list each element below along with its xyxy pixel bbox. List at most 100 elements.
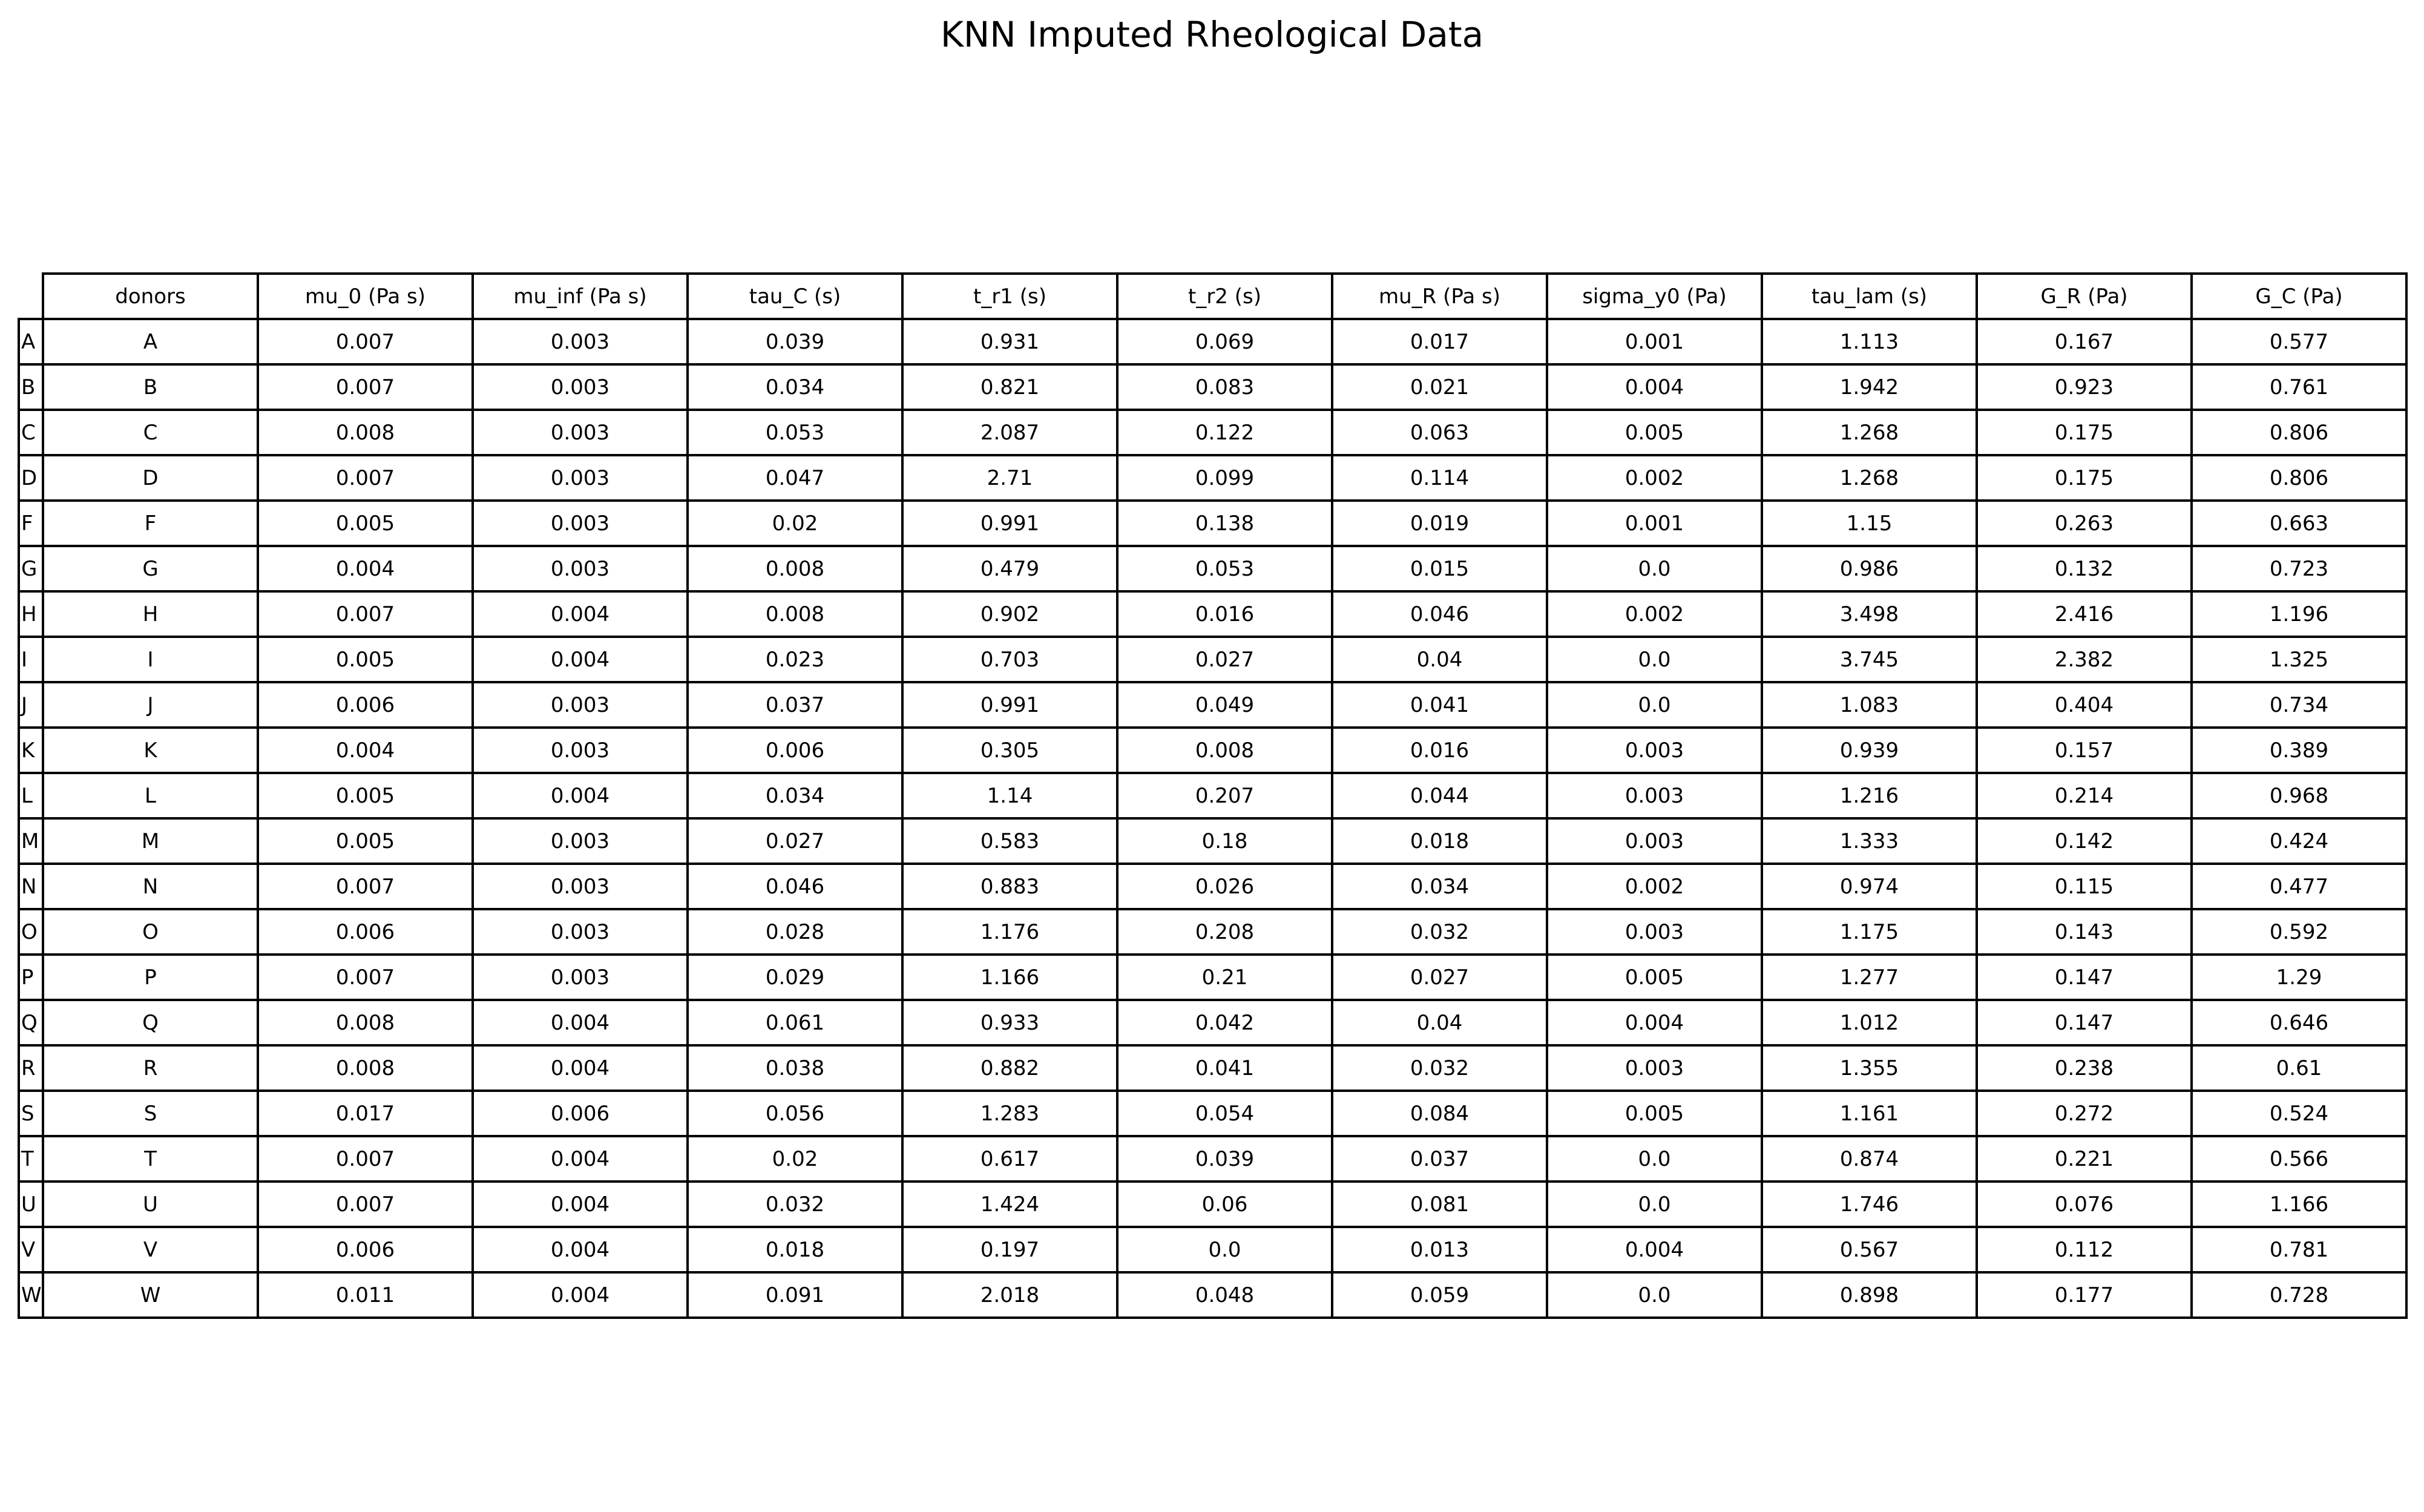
table-cell: 0.003 [471,499,689,547]
table-cell: 0.053 [686,409,904,456]
table-cell: 0.221 [1976,1135,2193,1183]
table-cell: 1.176 [901,908,1118,956]
table-cell: 0.028 [686,908,904,956]
table-cell: 0.002 [1546,454,1763,502]
table-cell: 0.115 [1976,863,2193,910]
table-cell: 0.099 [1116,454,1333,502]
table-row: C C 0.008 0.003 0.053 2.087 0.122 0.063 0.005 1.2… [18,409,2408,456]
table-cell: 0.821 [901,363,1118,411]
table-cell: 0.004 [471,1271,689,1319]
table-cell: 0.566 [2190,1135,2408,1183]
table-cell: 0.138 [1116,499,1333,547]
table-cell: V [42,1226,259,1274]
table-cell: 0.007 [257,318,474,366]
table-cell: 0.048 [1116,1271,1333,1319]
table-cell: 0.567 [1761,1226,1978,1274]
table-row: R R 0.008 0.004 0.038 0.882 0.041 0.032 0.003 1.3… [18,1044,2408,1092]
table-cell: 0.005 [1546,953,1763,1001]
table-cell: 1.355 [1761,1044,1978,1092]
table-cell: 0.003 [1546,908,1763,956]
table-cell: 0.056 [686,1090,904,1137]
table-cell: 0.806 [2190,454,2408,502]
row-label: G [18,545,44,593]
table-cell: I [42,636,259,683]
table-cell: M [42,817,259,865]
table-cell: 0.968 [2190,772,2408,820]
table-cell: 0.008 [686,545,904,593]
table-cell: 0.032 [686,1180,904,1228]
table-cell: 0.305 [901,726,1118,774]
table-cell: 1.333 [1761,817,1978,865]
table-cell: 0.122 [1116,409,1333,456]
table-cell: 0.004 [257,726,474,774]
table-cell: 0.991 [901,681,1118,729]
row-label: I [18,636,44,683]
table-row: M M 0.005 0.003 0.027 0.583 0.18 0.018 0.003 1.33… [18,817,2408,865]
table-row: D D 0.007 0.003 0.047 2.71 0.099 0.114 0.002 1.26… [18,454,2408,502]
table-cell: 0.0 [1546,1180,1763,1228]
table-cell: 0.007 [257,1180,474,1228]
table-cell: 0.007 [257,953,474,1001]
table-cell: 0.18 [1116,817,1333,865]
table-cell: 0.939 [1761,726,1978,774]
table-row: G G 0.004 0.003 0.008 0.479 0.053 0.015 0.0 0.986… [18,545,2408,593]
table-cell: 0.175 [1976,454,2193,502]
table-cell: 0.208 [1116,908,1333,956]
table-row: J J 0.006 0.003 0.037 0.991 0.049 0.041 0.0 1.083… [18,681,2408,729]
table-cell: 0.006 [257,908,474,956]
table-cell: 0.006 [471,1090,689,1137]
table-cell: 0.007 [257,363,474,411]
table-cell: 0.003 [471,409,689,456]
table-cell: 3.745 [1761,636,1978,683]
table-cell: G [42,545,259,593]
table-row: O O 0.006 0.003 0.028 1.176 0.208 0.032 0.003 1.1… [18,908,2408,956]
table-cell: 0.007 [257,454,474,502]
table-cell: 0.054 [1116,1090,1333,1137]
table-cell: 0.003 [471,817,689,865]
table-cell: 0.923 [1976,363,2193,411]
table-cell: 2.382 [1976,636,2193,683]
table-cell: 0.703 [901,636,1118,683]
table-cell: 0.477 [2190,863,2408,910]
table-cell: 0.902 [901,590,1118,638]
table-row: W W 0.011 0.004 0.091 2.018 0.048 0.059 0.0 0.898… [18,1271,2408,1319]
table-cell: 0.207 [1116,772,1333,820]
column-header: donors [42,272,259,320]
table-cell: 0.004 [1546,363,1763,411]
table-cell: J [42,681,259,729]
table-cell: 1.083 [1761,681,1978,729]
table-cell: 0.21 [1116,953,1333,1001]
table-cell: 0.034 [686,363,904,411]
table-cell: 1.216 [1761,772,1978,820]
table-cell: 0.039 [686,318,904,366]
table-cell: 0.933 [901,999,1118,1047]
table-row: N N 0.007 0.003 0.046 0.883 0.026 0.034 0.002 0.9… [18,863,2408,910]
table-cell: 0.015 [1331,545,1548,593]
table-cell: 0.931 [901,318,1118,366]
table-cell: 0.016 [1116,590,1333,638]
table-cell: 0.032 [1331,1044,1548,1092]
table-cell: 1.166 [2190,1180,2408,1228]
table-cell: 0.479 [901,545,1118,593]
table-cell: 0.041 [1116,1044,1333,1092]
table-cell: 0.06 [1116,1180,1333,1228]
data-table: donors mu_0 (Pa s) mu_inf (Pa s) tau_C (s) t… [18,272,2408,1319]
row-label: S [18,1090,44,1137]
table-cell: H [42,590,259,638]
table-cell: 0.006 [686,726,904,774]
table-cell: P [42,953,259,1001]
table-cell: 0.898 [1761,1271,1978,1319]
table-cell: 0.61 [2190,1044,2408,1092]
table-row: H H 0.007 0.004 0.008 0.902 0.016 0.046 0.002 3.4… [18,590,2408,638]
table-cell: 1.166 [901,953,1118,1001]
table-cell: 1.15 [1761,499,1978,547]
row-label: W [18,1271,44,1319]
table-cell: 0.404 [1976,681,2193,729]
table-cell: 0.018 [686,1226,904,1274]
header-row: donors mu_0 (Pa s) mu_inf (Pa s) tau_C (s) t… [19,272,2408,320]
row-label: O [18,908,44,956]
table-cell: 0.592 [2190,908,2408,956]
table-cell: 0.02 [686,499,904,547]
corner-cell [19,274,43,320]
table-cell: 0.003 [1546,772,1763,820]
